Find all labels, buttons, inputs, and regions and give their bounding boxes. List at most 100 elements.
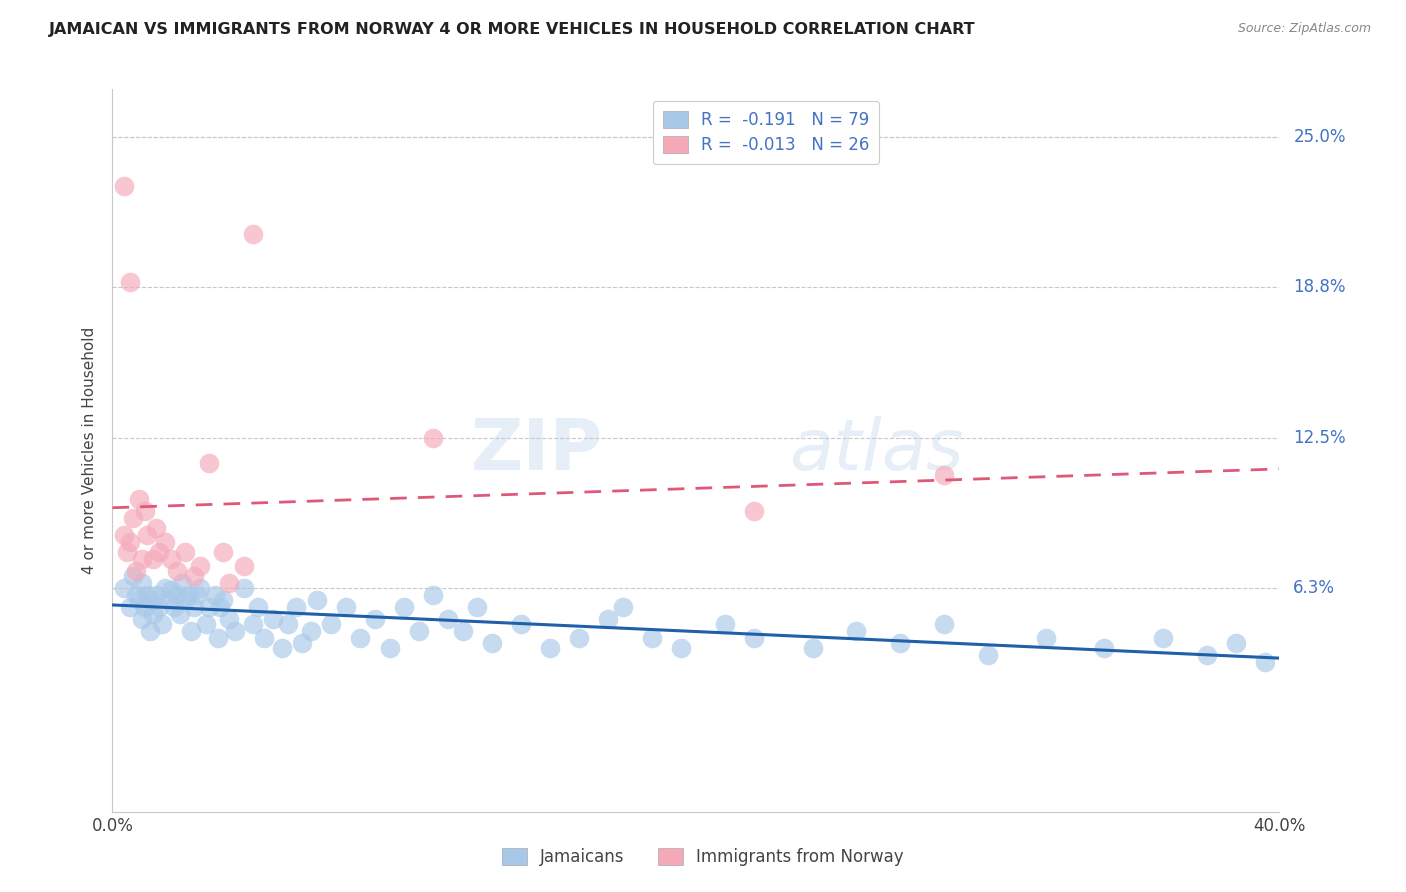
- Point: [276, 616, 298, 631]
- Point: [671, 640, 693, 655]
- Y-axis label: 4 or more Vehicles in Household: 4 or more Vehicles in Household: [82, 326, 97, 574]
- Point: [122, 568, 145, 582]
- Text: 25.0%: 25.0%: [1294, 128, 1346, 146]
- Point: [183, 568, 205, 582]
- Point: [145, 588, 167, 602]
- Point: [394, 599, 416, 614]
- Point: [1035, 632, 1057, 646]
- Point: [177, 588, 200, 602]
- Point: [207, 632, 229, 646]
- Point: [153, 581, 176, 595]
- Point: [801, 640, 824, 655]
- Point: [197, 599, 219, 614]
- Point: [169, 607, 191, 622]
- Point: [134, 599, 156, 614]
- Point: [131, 612, 153, 626]
- Point: [118, 599, 141, 614]
- Point: [172, 576, 194, 591]
- Point: [742, 632, 765, 646]
- Point: [321, 616, 343, 631]
- Point: [139, 624, 162, 639]
- Point: [451, 624, 474, 639]
- Point: [212, 544, 235, 558]
- Point: [118, 535, 141, 549]
- Text: 12.5%: 12.5%: [1294, 429, 1346, 448]
- Text: 18.8%: 18.8%: [1294, 277, 1346, 295]
- Point: [889, 636, 911, 650]
- Point: [188, 559, 211, 574]
- Point: [422, 432, 444, 446]
- Point: [218, 612, 240, 626]
- Point: [125, 588, 148, 602]
- Point: [180, 624, 202, 639]
- Point: [242, 227, 264, 241]
- Point: [160, 583, 183, 598]
- Text: atlas: atlas: [789, 416, 965, 485]
- Text: ZIP: ZIP: [471, 416, 603, 485]
- Point: [112, 528, 135, 542]
- Point: [437, 612, 460, 626]
- Point: [115, 544, 138, 558]
- Point: [128, 491, 150, 506]
- Point: [262, 612, 284, 626]
- Point: [218, 576, 240, 591]
- Point: [131, 551, 153, 566]
- Point: [188, 581, 211, 595]
- Point: [408, 624, 430, 639]
- Point: [139, 592, 162, 607]
- Point: [112, 581, 135, 595]
- Point: [194, 616, 217, 631]
- Point: [291, 636, 314, 650]
- Point: [232, 581, 254, 595]
- Point: [174, 592, 197, 607]
- Point: [112, 178, 135, 193]
- Point: [242, 616, 264, 631]
- Point: [183, 599, 205, 614]
- Point: [145, 520, 167, 534]
- Point: [136, 528, 159, 542]
- Point: [1225, 636, 1247, 650]
- Point: [209, 599, 232, 614]
- Text: 6.3%: 6.3%: [1294, 579, 1336, 597]
- Point: [142, 607, 165, 622]
- Point: [598, 612, 620, 626]
- Point: [131, 576, 153, 591]
- Point: [932, 467, 955, 482]
- Point: [299, 624, 322, 639]
- Point: [1094, 640, 1116, 655]
- Point: [148, 544, 170, 558]
- Point: [1254, 656, 1277, 670]
- Point: [976, 648, 998, 662]
- Point: [156, 592, 179, 607]
- Point: [270, 640, 292, 655]
- Text: JAMAICAN VS IMMIGRANTS FROM NORWAY 4 OR MORE VEHICLES IN HOUSEHOLD CORRELATION C: JAMAICAN VS IMMIGRANTS FROM NORWAY 4 OR …: [49, 22, 976, 37]
- Point: [285, 599, 308, 614]
- Point: [1195, 648, 1218, 662]
- Point: [568, 632, 591, 646]
- Point: [212, 592, 235, 607]
- Point: [305, 592, 328, 607]
- Point: [742, 503, 765, 517]
- Point: [714, 616, 737, 631]
- Point: [253, 632, 276, 646]
- Point: [932, 616, 955, 631]
- Point: [845, 624, 868, 639]
- Point: [197, 455, 219, 469]
- Legend: R =  -0.191   N = 79, R =  -0.013   N = 26: R = -0.191 N = 79, R = -0.013 N = 26: [652, 101, 879, 164]
- Point: [166, 564, 188, 578]
- Point: [125, 564, 148, 578]
- Point: [364, 612, 387, 626]
- Point: [378, 640, 401, 655]
- Point: [136, 588, 159, 602]
- Point: [150, 616, 173, 631]
- Point: [160, 551, 183, 566]
- Point: [224, 624, 246, 639]
- Point: [1152, 632, 1174, 646]
- Point: [153, 535, 176, 549]
- Point: [232, 559, 254, 574]
- Point: [465, 599, 488, 614]
- Point: [142, 551, 165, 566]
- Point: [163, 599, 186, 614]
- Point: [247, 599, 270, 614]
- Point: [128, 592, 150, 607]
